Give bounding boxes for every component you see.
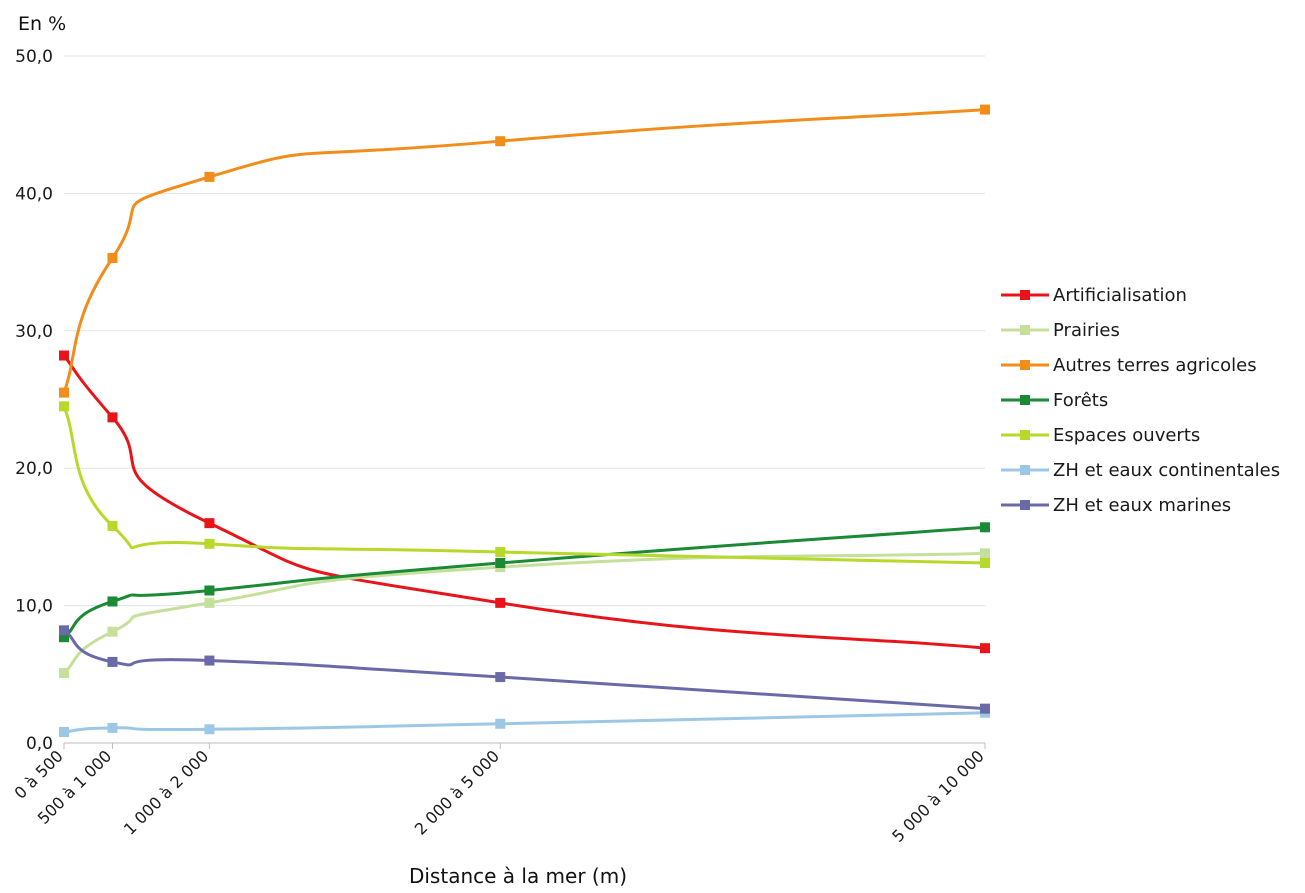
data-point-espaces-ouverts — [204, 538, 215, 549]
data-point-artificialisation — [107, 412, 118, 423]
x-tick-marks — [63, 743, 986, 749]
x-tick-label: 5 000 à 10 000 — [888, 746, 988, 846]
data-point-prairies — [59, 667, 69, 678]
data-point-zh-et-eaux-marines — [107, 656, 118, 667]
series-line-zh-et-eaux-continentales — [62, 711, 987, 734]
legend: Artificialisation Prairies Autres terres a… — [1001, 285, 1280, 516]
legend-label: ZH et eaux continentales — [1053, 460, 1280, 481]
legend-label: Espaces ouverts — [1053, 425, 1200, 446]
data-point-autres-terres-agricoles — [59, 387, 69, 398]
legend-item-prairies: Prairies — [1001, 320, 1120, 341]
data-point-espaces-ouverts — [495, 547, 506, 558]
x-axis-label: Distance à la mer (m) — [409, 864, 627, 888]
data-point-artificialisation — [980, 643, 990, 654]
y-tick-label: 0,0 — [26, 734, 53, 754]
x-tick-label: 1 000 à 2 000 — [120, 746, 212, 838]
data-point-prairies — [980, 548, 990, 559]
data-point-zh-et-eaux-marines — [59, 625, 69, 636]
series-markers — [59, 104, 990, 738]
y-tick-label: 50,0 — [15, 47, 53, 67]
y-tick-label: 40,0 — [15, 184, 53, 204]
legend-item-zh-et-eaux-marines: ZH et eaux marines — [1001, 495, 1231, 516]
legend-item-zh-et-eaux-continentales: ZH et eaux continentales — [1001, 460, 1280, 481]
data-point-forets — [980, 522, 990, 533]
data-point-zh-et-eaux-marines — [495, 672, 506, 683]
data-point-autres-terres-agricoles — [980, 104, 990, 115]
data-point-forets — [204, 585, 215, 596]
series-line-forets — [62, 525, 987, 639]
legend-item-artificialisation: Artificialisation — [1001, 285, 1187, 306]
data-point-prairies — [107, 626, 118, 637]
data-point-espaces-ouverts — [980, 558, 990, 569]
data-point-zh-et-eaux-continentales — [59, 727, 69, 738]
series-line-prairies — [62, 551, 987, 675]
y-axis-label: En % — [18, 13, 66, 35]
legend-label: Prairies — [1053, 320, 1120, 341]
legend-swatch-marker — [1020, 430, 1030, 440]
legend-swatch-marker — [1020, 325, 1030, 335]
legend-item-forets: Forêts — [1001, 390, 1108, 411]
legend-label: Artificialisation — [1053, 285, 1187, 306]
y-tick-label: 30,0 — [15, 322, 53, 342]
data-point-autres-terres-agricoles — [204, 171, 215, 182]
data-point-artificialisation — [204, 518, 215, 529]
data-point-espaces-ouverts — [107, 520, 118, 531]
series-line-zh-et-eaux-marines — [62, 628, 987, 711]
data-point-artificialisation — [495, 597, 506, 608]
y-tick-label: 20,0 — [15, 459, 53, 479]
data-point-forets — [495, 558, 506, 569]
data-point-artificialisation — [59, 350, 69, 361]
legend-swatch-marker — [1020, 290, 1030, 300]
y-tick-label: 10,0 — [15, 597, 53, 617]
data-point-autres-terres-agricoles — [495, 136, 506, 147]
legend-label: Autres terres agricoles — [1053, 355, 1257, 376]
data-point-prairies — [204, 597, 215, 608]
grid-lines — [64, 55, 985, 744]
legend-item-autres-terres-agricoles: Autres terres agricoles — [1001, 355, 1257, 376]
y-tick-labels: 0,0 10,0 20,0 30,0 40,0 50,0 — [15, 47, 53, 754]
data-point-zh-et-eaux-marines — [204, 655, 215, 666]
series-line-espaces-ouverts — [62, 404, 987, 565]
data-point-zh-et-eaux-continentales — [204, 724, 215, 735]
data-point-espaces-ouverts — [59, 401, 69, 412]
legend-swatch-marker — [1020, 395, 1030, 405]
data-point-forets — [59, 632, 69, 643]
data-point-zh-et-eaux-continentales — [495, 718, 506, 729]
series-lines — [62, 108, 987, 734]
legend-item-espaces-ouverts: Espaces ouverts — [1001, 425, 1200, 446]
legend-swatch-marker — [1020, 465, 1030, 475]
data-point-zh-et-eaux-marines — [980, 703, 990, 714]
data-point-forets — [107, 596, 118, 607]
data-point-zh-et-eaux-continentales — [107, 722, 118, 733]
legend-swatch-marker — [1020, 500, 1030, 510]
x-tick-label: 2 000 à 5 000 — [411, 746, 503, 838]
series-line-autres-terres-agricoles — [62, 108, 987, 395]
legend-label: ZH et eaux marines — [1053, 495, 1231, 516]
legend-label: Forêts — [1053, 390, 1108, 411]
legend-swatch-marker — [1020, 360, 1030, 370]
data-point-autres-terres-agricoles — [107, 252, 118, 263]
